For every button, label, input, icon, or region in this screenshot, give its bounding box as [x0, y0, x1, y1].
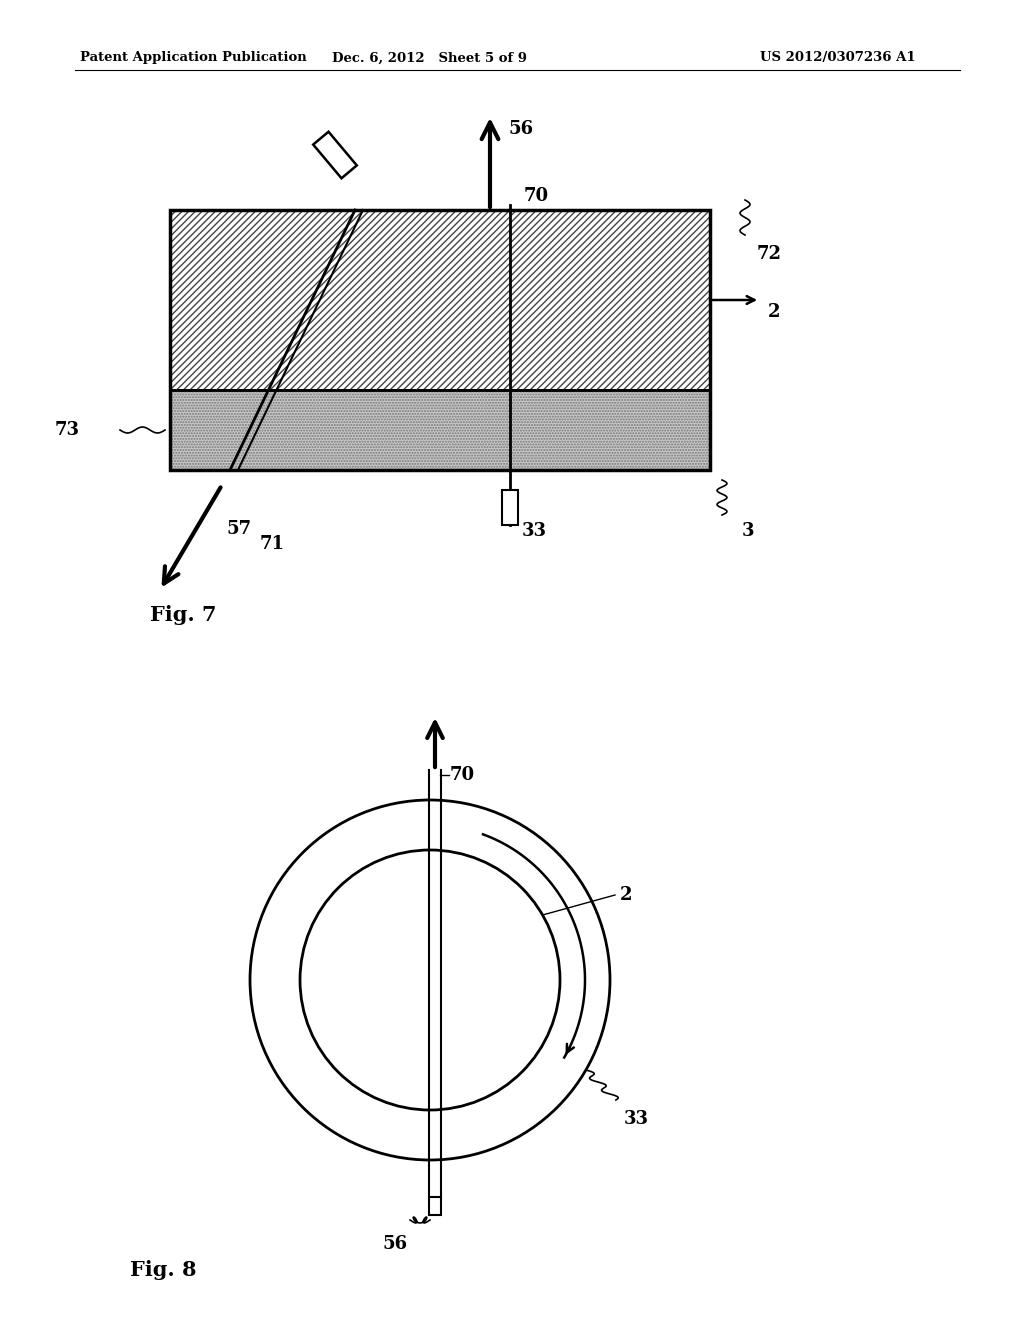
Text: 73: 73: [55, 421, 80, 440]
Text: 33: 33: [522, 521, 547, 540]
Text: 33: 33: [624, 1110, 649, 1129]
Polygon shape: [170, 389, 710, 470]
Text: Fig. 7: Fig. 7: [150, 605, 216, 624]
Text: 70: 70: [524, 187, 549, 205]
Text: 3: 3: [742, 521, 755, 540]
Text: 57: 57: [227, 520, 252, 539]
Text: US 2012/0307236 A1: US 2012/0307236 A1: [760, 51, 915, 65]
Text: Dec. 6, 2012   Sheet 5 of 9: Dec. 6, 2012 Sheet 5 of 9: [333, 51, 527, 65]
Circle shape: [300, 850, 560, 1110]
Circle shape: [250, 800, 610, 1160]
Text: 72: 72: [757, 246, 782, 263]
Text: 2: 2: [620, 886, 633, 904]
Text: 56: 56: [508, 120, 534, 139]
Text: 71: 71: [260, 535, 285, 553]
Text: 70: 70: [450, 766, 475, 784]
Text: 56: 56: [382, 1236, 408, 1253]
Text: Fig. 8: Fig. 8: [130, 1261, 197, 1280]
Polygon shape: [429, 1197, 441, 1214]
Polygon shape: [170, 210, 710, 389]
Text: Patent Application Publication: Patent Application Publication: [80, 51, 307, 65]
Polygon shape: [313, 132, 356, 178]
Text: 2: 2: [768, 304, 780, 321]
Polygon shape: [502, 490, 518, 525]
